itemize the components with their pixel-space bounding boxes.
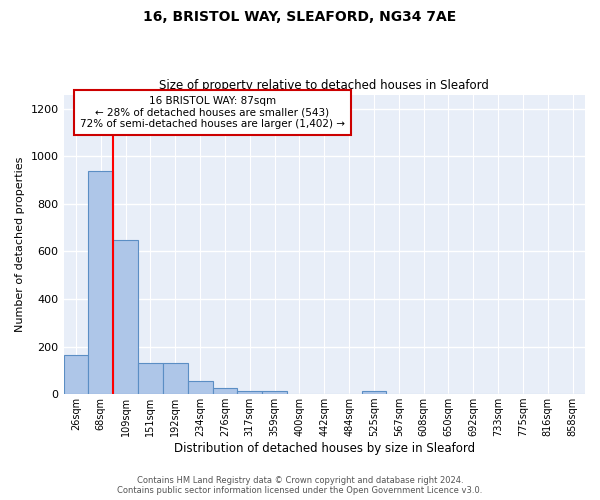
Text: 16 BRISTOL WAY: 87sqm
← 28% of detached houses are smaller (543)
72% of semi-det: 16 BRISTOL WAY: 87sqm ← 28% of detached … bbox=[80, 96, 345, 129]
Title: Size of property relative to detached houses in Sleaford: Size of property relative to detached ho… bbox=[160, 79, 489, 92]
Bar bbox=[262, 391, 287, 394]
X-axis label: Distribution of detached houses by size in Sleaford: Distribution of detached houses by size … bbox=[174, 442, 475, 455]
Text: Contains HM Land Registry data © Crown copyright and database right 2024.
Contai: Contains HM Land Registry data © Crown c… bbox=[118, 476, 482, 495]
Bar bbox=[188, 380, 212, 394]
Bar bbox=[113, 240, 138, 394]
Bar bbox=[212, 388, 238, 394]
Bar bbox=[88, 170, 113, 394]
Bar bbox=[362, 391, 386, 394]
Y-axis label: Number of detached properties: Number of detached properties bbox=[15, 156, 25, 332]
Bar bbox=[238, 391, 262, 394]
Bar bbox=[138, 364, 163, 394]
Bar bbox=[163, 364, 188, 394]
Bar bbox=[64, 356, 88, 394]
Text: 16, BRISTOL WAY, SLEAFORD, NG34 7AE: 16, BRISTOL WAY, SLEAFORD, NG34 7AE bbox=[143, 10, 457, 24]
